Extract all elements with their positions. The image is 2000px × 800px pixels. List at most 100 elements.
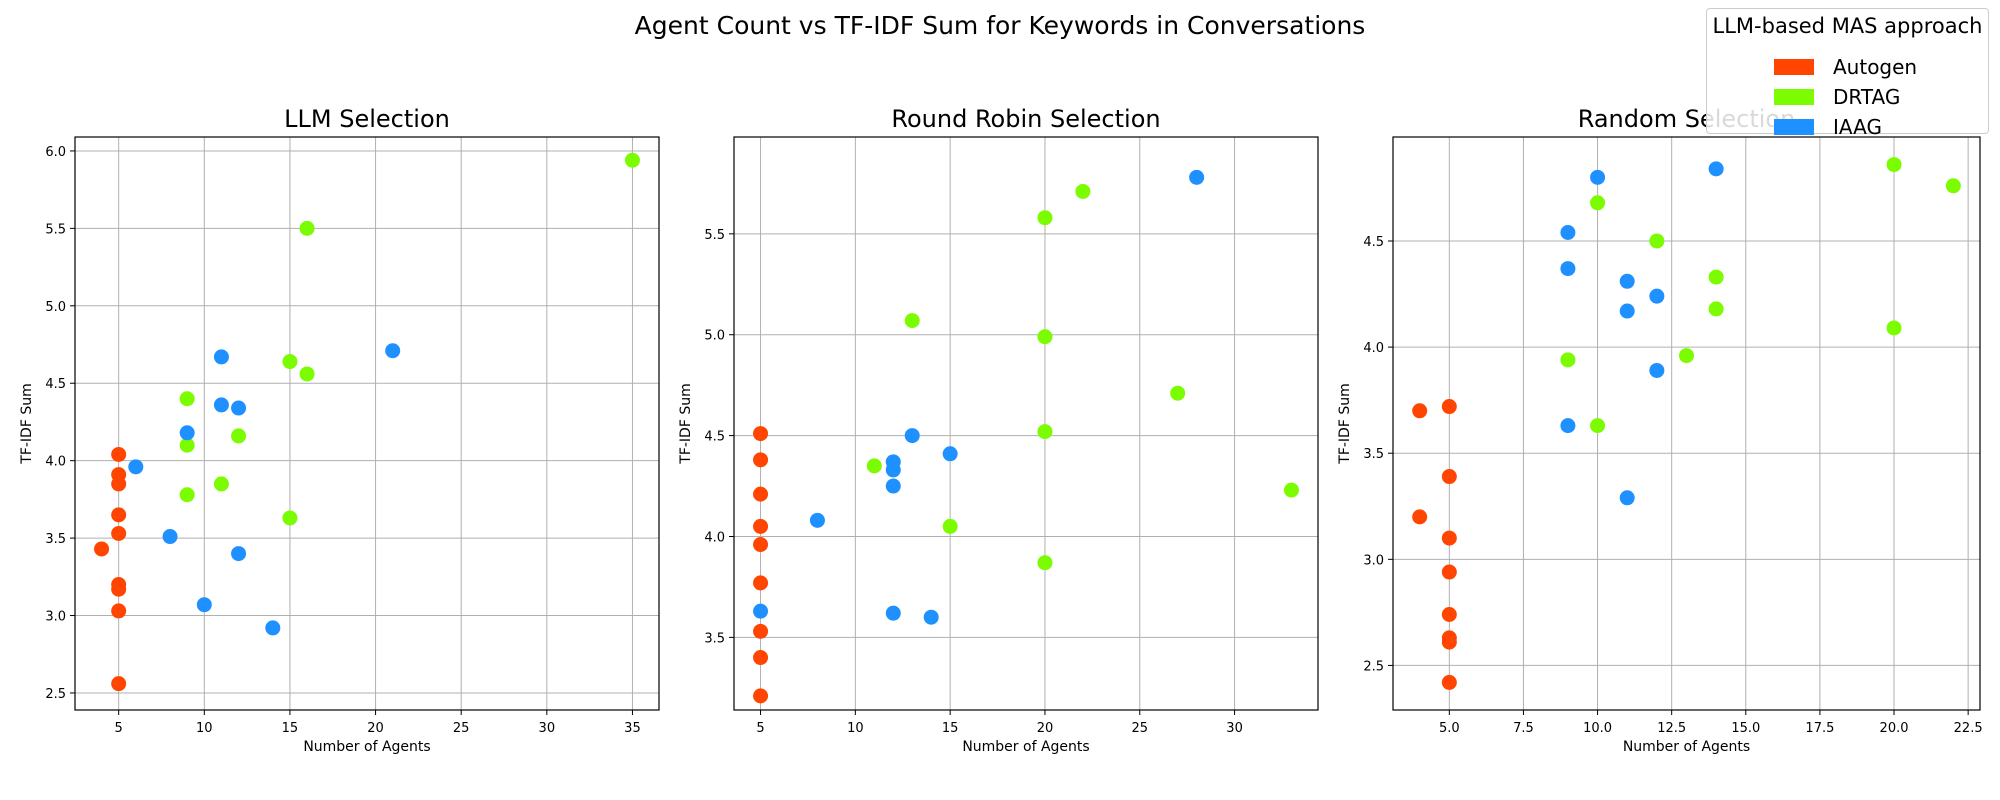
point-autogen xyxy=(753,650,769,666)
point-autogen xyxy=(1412,509,1428,525)
point-iaag xyxy=(1590,169,1606,185)
subplot-title: Round Robin Selection xyxy=(891,105,1160,133)
y-tick-label: 4.0 xyxy=(1363,341,1384,356)
point-iaag xyxy=(265,620,281,636)
point-drtag xyxy=(1590,418,1606,434)
point-autogen xyxy=(1441,530,1457,546)
x-tick-label: 12.5 xyxy=(1657,721,1686,736)
y-tick-label: 5.5 xyxy=(704,228,725,243)
point-autogen xyxy=(1412,403,1428,419)
x-tick-label: 20 xyxy=(367,721,384,736)
point-drtag xyxy=(1560,352,1576,368)
x-axis-label: Number of Agents xyxy=(303,739,430,755)
point-autogen xyxy=(753,623,769,639)
point-drtag xyxy=(1708,301,1724,317)
point-drtag xyxy=(213,476,229,492)
x-tick-label: 20 xyxy=(1037,721,1054,736)
y-tick-label: 5.0 xyxy=(45,300,66,315)
point-autogen xyxy=(1441,634,1457,650)
point-autogen xyxy=(111,676,127,692)
point-drtag xyxy=(299,366,315,382)
point-drtag xyxy=(1037,329,1053,345)
point-iaag xyxy=(1619,303,1635,319)
point-drtag xyxy=(1075,183,1091,199)
subplots: 5 10 15 20 25 30 35 2.5 3.0 3.5 4.0 4.5 5.0 5.5 6.0 LLM… xyxy=(19,105,1983,755)
point-drtag xyxy=(179,391,195,407)
point-drtag xyxy=(1679,348,1694,364)
x-tick-label: 15.0 xyxy=(1731,721,1760,736)
subplot-3: 5.0 7.5 10.0 12.5 15.0 17.5 20.0 22.5 2.5 3.0 3.5 4… xyxy=(1337,105,1983,755)
legend-item-drtag: DRTAG xyxy=(1774,83,1900,111)
point-drtag xyxy=(1037,424,1053,440)
point-autogen xyxy=(753,452,769,468)
point-autogen xyxy=(1441,469,1457,485)
point-iaag xyxy=(1619,273,1635,289)
x-tick-label: 25 xyxy=(1131,721,1148,736)
point-iaag xyxy=(213,349,229,365)
point-drtag xyxy=(179,487,195,503)
point-autogen xyxy=(753,518,769,534)
x-tick-label: 10 xyxy=(847,721,864,736)
x-tick-label: 35 xyxy=(624,721,641,736)
legend-label-drtag: DRTAG xyxy=(1833,85,1901,109)
x-tick-label: 25 xyxy=(453,721,470,736)
point-iaag xyxy=(1649,288,1665,304)
point-drtag xyxy=(866,458,882,474)
x-tick-label: 5 xyxy=(756,721,764,736)
x-axis-label: Number of Agents xyxy=(1623,739,1750,755)
point-drtag xyxy=(231,428,247,444)
point-iaag xyxy=(231,400,247,416)
x-tick-label: 5 xyxy=(115,721,123,736)
point-autogen xyxy=(111,581,127,597)
point-iaag xyxy=(885,462,901,478)
point-drtag xyxy=(1590,195,1606,211)
y-tick-label: 3.0 xyxy=(1363,553,1384,568)
point-autogen xyxy=(111,525,127,541)
x-tick-label: 30 xyxy=(1226,721,1243,736)
axes-frame xyxy=(74,136,660,711)
point-iaag xyxy=(885,478,901,494)
point-autogen xyxy=(753,575,769,591)
point-iaag xyxy=(231,546,247,562)
point-drtag xyxy=(1886,320,1902,336)
y-axis-label: TF-IDF Sum xyxy=(19,383,35,464)
point-drtag xyxy=(282,510,298,526)
point-iaag xyxy=(809,512,825,528)
x-tick-label: 10 xyxy=(196,721,213,736)
point-autogen xyxy=(111,603,127,619)
point-iaag xyxy=(885,605,901,621)
point-drtag xyxy=(1037,210,1053,226)
axes-frame xyxy=(1392,136,1981,711)
point-drtag xyxy=(942,518,958,534)
point-drtag xyxy=(179,437,195,453)
point-autogen xyxy=(111,476,127,492)
point-drtag xyxy=(1037,555,1053,571)
x-tick-label: 22.5 xyxy=(1954,721,1983,736)
legend-swatch-autogen xyxy=(1774,59,1814,75)
y-tick-label: 4.0 xyxy=(704,530,725,545)
subplot-title: LLM Selection xyxy=(284,105,450,133)
y-tick-label: 4.5 xyxy=(1363,235,1384,250)
point-iaag xyxy=(1560,225,1576,240)
point-iaag xyxy=(179,425,195,441)
point-iaag xyxy=(128,459,144,475)
point-drtag xyxy=(1708,269,1724,285)
legend-title: LLM-based MAS approach xyxy=(1712,14,1983,38)
y-tick-label: 3.5 xyxy=(704,631,725,646)
point-autogen xyxy=(111,507,127,523)
x-tick-label: 5.0 xyxy=(1439,721,1460,736)
y-tick-label: 4.5 xyxy=(704,430,725,445)
y-tick-label: 4.5 xyxy=(45,377,66,392)
point-autogen xyxy=(753,688,769,704)
point-iaag xyxy=(1560,261,1576,277)
y-tick-label: 4.0 xyxy=(45,455,66,470)
point-iaag xyxy=(385,343,401,359)
x-tick-label: 15 xyxy=(282,721,299,736)
point-iaag xyxy=(162,529,178,545)
x-tick-label: 20.0 xyxy=(1880,721,1909,736)
y-tick-label: 2.5 xyxy=(1363,659,1384,674)
y-tick-label: 5.5 xyxy=(45,222,66,237)
x-tick-label: 15 xyxy=(942,721,959,736)
point-autogen xyxy=(753,486,769,502)
